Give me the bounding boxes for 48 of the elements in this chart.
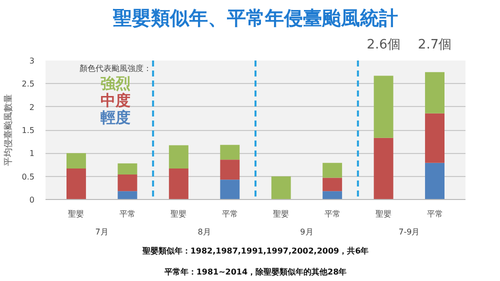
total-label: 2.6個 [366, 38, 400, 52]
bar [322, 162, 342, 178]
bar [66, 168, 86, 200]
bar [220, 160, 240, 180]
x-tick-label: 平常 [426, 210, 443, 218]
total-label: 2.7個 [418, 38, 452, 52]
text: 聖嬰類似年：1982,1987,1991,1997,2002,2009，共6年 [141, 246, 369, 256]
bar [118, 163, 138, 174]
bar [322, 178, 342, 192]
x-tick-label: 聖嬰 [68, 210, 84, 218]
text: 強烈 [100, 74, 130, 92]
text: 中度 [100, 92, 130, 110]
x-tick-label: 平常 [324, 210, 340, 218]
legend-title: 顏色代表颱風強度： [80, 64, 152, 74]
bar [168, 145, 188, 168]
x-tick-label: 聖嬰 [376, 210, 392, 218]
y-tick-label: 1 [29, 149, 35, 158]
bar [66, 153, 86, 168]
bar [220, 180, 240, 200]
y-axis-title: 平均侵臺颱風數量 [2, 94, 14, 166]
x-tick-label: 平常 [119, 210, 136, 218]
y-tick-label: 2 [29, 102, 35, 112]
bar [118, 174, 138, 192]
bar [425, 162, 444, 200]
bar [271, 176, 291, 200]
bar [118, 191, 138, 200]
y-tick-label: 0.5 [22, 172, 35, 182]
bar [374, 138, 394, 200]
text: 8月 [198, 228, 211, 236]
bar [425, 113, 444, 163]
bar [322, 191, 342, 200]
y-tick-label: 1.5 [22, 126, 35, 135]
chart-title: 聖嬰類似年、平常年侵臺颱風統計 [112, 8, 398, 30]
bar [374, 76, 394, 138]
text: 輕度 [100, 108, 130, 127]
text: 7-9月 [398, 228, 420, 236]
text: 9月 [300, 228, 314, 236]
bar [168, 168, 188, 200]
x-tick-label: 聖嬰 [170, 210, 187, 218]
text: 平常年：1981~2014，除聖嬰類似年的其他28年 [163, 268, 347, 276]
text: 7月 [95, 228, 108, 236]
bar [425, 72, 444, 114]
bar [220, 144, 240, 160]
y-tick-label: 2.5 [22, 80, 35, 89]
y-tick-label: 3 [29, 56, 35, 66]
y-tick-label: 0 [29, 196, 35, 204]
x-tick-label: 聖嬰 [273, 210, 290, 218]
x-tick-label: 平常 [222, 210, 238, 218]
